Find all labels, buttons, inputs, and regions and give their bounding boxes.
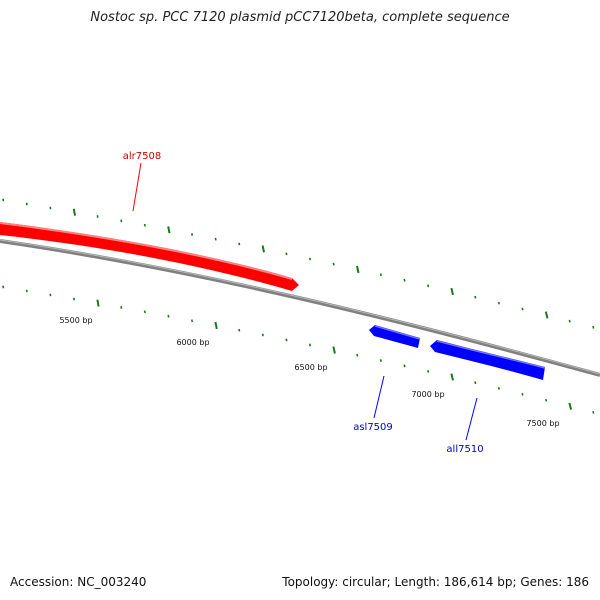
minor-tick (403, 278, 406, 282)
minor-tick (191, 233, 194, 236)
gene-label-asl7509[interactable]: asl7509 (353, 422, 393, 433)
major-tick (96, 299, 100, 307)
minor-tick (238, 328, 241, 332)
gene-label-line-all7510 (465, 397, 478, 441)
minor-tick (332, 262, 335, 266)
minor-tick (521, 307, 524, 311)
accession-label: Accession: NC_003240 (10, 575, 147, 589)
gene-label-line-alr7508 (132, 162, 142, 212)
minor-tick (427, 370, 430, 373)
gene-label-alr7508[interactable]: alr7508 (123, 151, 161, 162)
minor-tick (545, 398, 548, 402)
tick-label-7000: 7000 bp (411, 390, 444, 399)
tick-label-5500: 5500 bp (59, 316, 92, 325)
topology-summary: Topology: circular; Length: 186,614 bp; … (282, 575, 589, 589)
minor-tick (568, 319, 571, 323)
minor-tick (191, 319, 194, 323)
map-title: Nostoc sp. PCC 7120 plasmid pCC7120beta,… (90, 10, 510, 25)
minor-tick (120, 306, 123, 309)
tick-label-6000: 6000 bp (176, 338, 209, 347)
major-tick (450, 373, 454, 381)
gene-all7510[interactable] (430, 340, 546, 380)
minor-tick (285, 338, 288, 342)
minor-tick (521, 392, 524, 396)
major-tick (214, 321, 218, 330)
minor-tick (309, 343, 312, 347)
minor-tick (497, 301, 500, 305)
tick-label-6500: 6500 bp (294, 363, 327, 372)
gene-label-all7510[interactable]: all7510 (446, 444, 483, 455)
minor-tick (379, 273, 382, 277)
gene-label-line-asl7509 (373, 375, 385, 419)
major-tick (544, 311, 549, 319)
inner-tick-dots (2, 285, 595, 414)
minor-tick (474, 295, 477, 299)
minor-tick (143, 310, 146, 314)
gene-alr7508[interactable] (0, 222, 299, 291)
minor-tick (309, 257, 312, 261)
minor-tick (261, 333, 264, 337)
major-tick (568, 402, 573, 410)
minor-tick (167, 314, 170, 318)
minor-tick (214, 237, 217, 241)
major-tick (356, 265, 360, 274)
minor-tick (143, 223, 146, 227)
minor-tick (592, 325, 595, 329)
major-tick (72, 208, 76, 216)
minor-tick (120, 219, 123, 223)
minor-tick (427, 284, 430, 288)
minor-tick (592, 411, 595, 414)
minor-tick (238, 242, 241, 246)
minor-tick (403, 364, 406, 368)
plasmid-backbone (0, 239, 600, 377)
gene-asl7509[interactable] (369, 325, 421, 348)
major-tick (167, 226, 171, 234)
minor-tick (379, 359, 382, 362)
major-tick (332, 346, 336, 354)
minor-tick (474, 381, 477, 385)
tick-label-7500: 7500 bp (526, 419, 559, 428)
minor-tick (285, 252, 288, 256)
minor-tick (356, 353, 359, 357)
outer-tick-dots (2, 198, 595, 329)
major-tick (450, 287, 454, 296)
minor-tick (497, 387, 500, 390)
major-tick (261, 245, 265, 253)
